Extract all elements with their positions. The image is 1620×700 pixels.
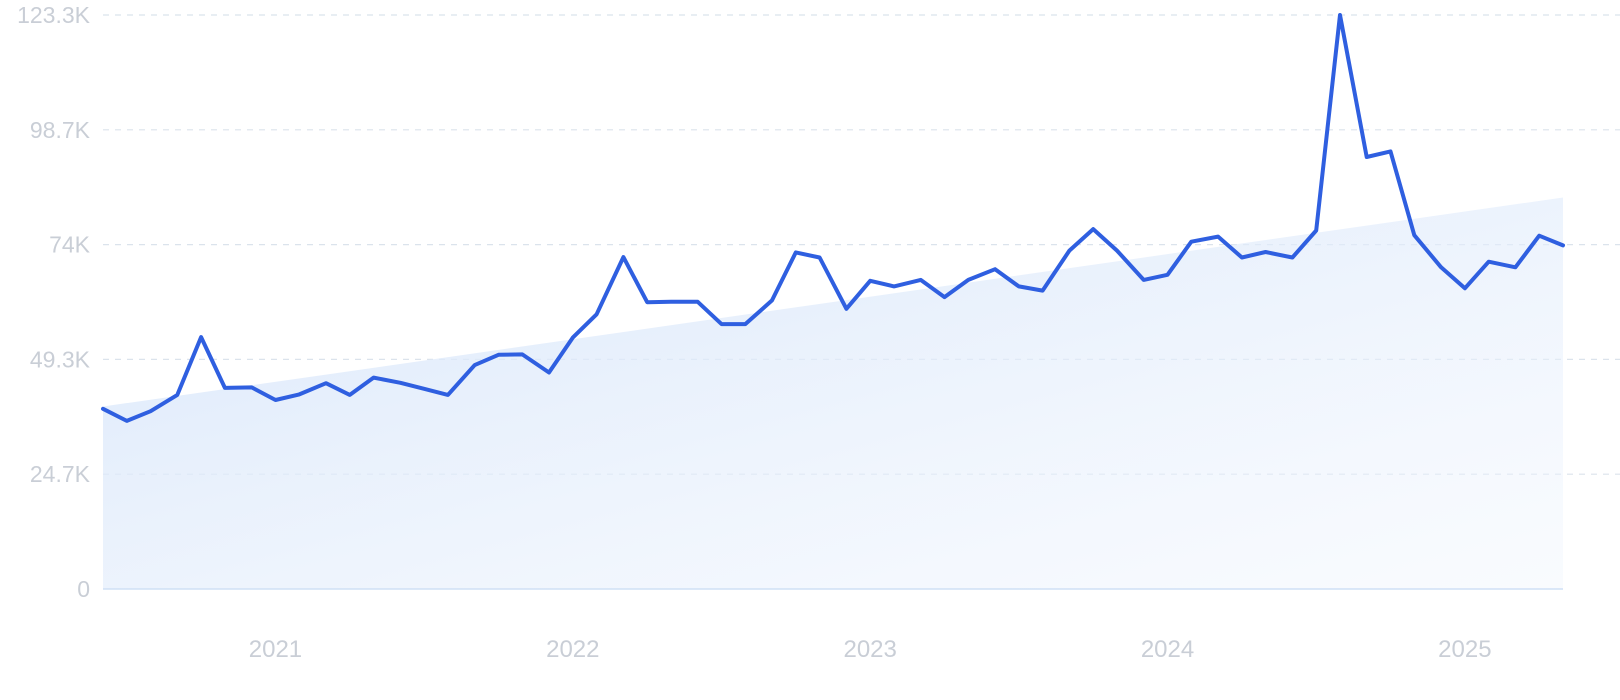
x-tick-label: 2025: [1438, 636, 1491, 663]
series-line: [101, 13, 1565, 423]
y-tick-label: 123.3K: [17, 2, 91, 28]
trend-area: [103, 197, 1563, 590]
y-tick-label: 0: [77, 576, 90, 602]
x-axis-ticks: 2021 2022 2023 2024 2025: [249, 636, 1492, 663]
x-tick-label: 2021: [249, 636, 302, 663]
y-tick-label: 74K: [49, 232, 91, 258]
y-tick-label: 49.3K: [30, 346, 91, 372]
x-tick-label: 2022: [546, 636, 599, 663]
x-tick-label: 2023: [843, 636, 896, 663]
y-tick-label: 24.7K: [30, 461, 91, 487]
y-axis-ticks: 0 24.7K 49.3K 74K 98.7K 123.3K: [17, 2, 91, 602]
y-tick-label: 98.7K: [30, 117, 91, 143]
x-tick-label: 2024: [1141, 636, 1194, 663]
